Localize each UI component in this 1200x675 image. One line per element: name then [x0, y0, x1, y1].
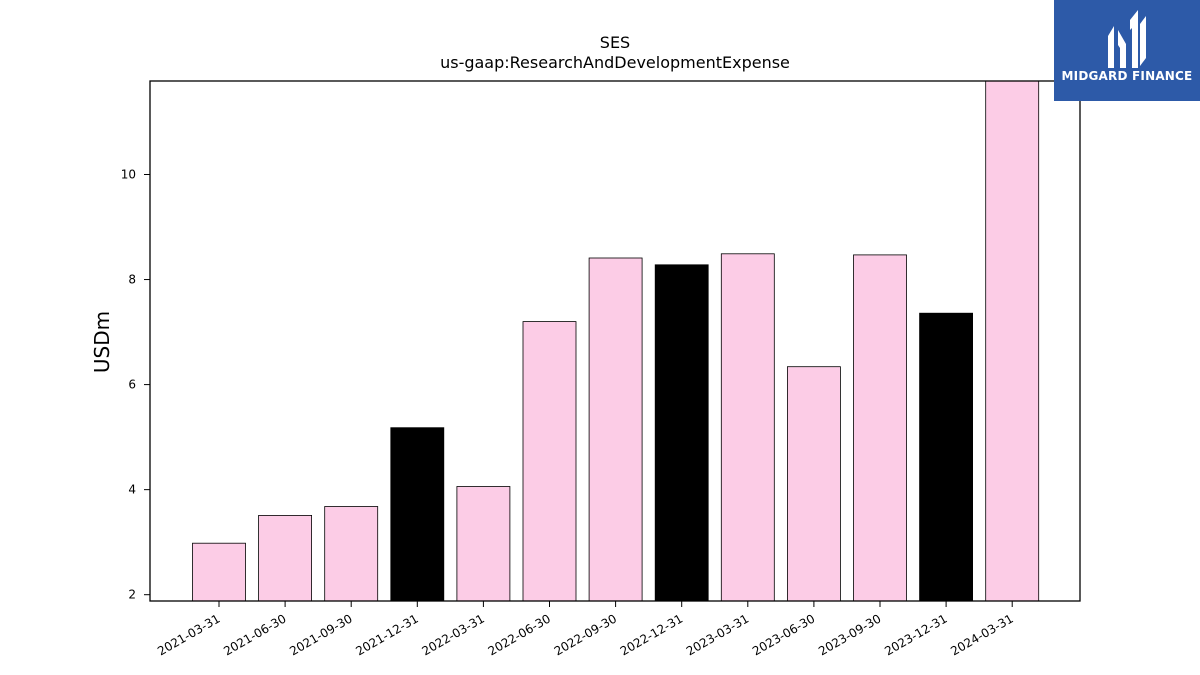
bar-2022-09-30	[588, 257, 643, 602]
x-tick-label: 2021-12-31	[353, 611, 420, 658]
x-tick-label: 2023-06-30	[750, 611, 817, 658]
x-tick-label: 2022-09-30	[552, 611, 619, 658]
bar-2022-12-31	[654, 264, 709, 602]
bar-2024-03-31	[985, 80, 1040, 602]
x-tick-label: 2021-06-30	[221, 611, 288, 658]
midgard-logo-icon	[1108, 10, 1146, 68]
x-tick-label: 2022-03-31	[419, 611, 486, 658]
bar-2022-06-30	[522, 321, 577, 602]
brand-name: MIDGARD FINANCE	[1061, 69, 1193, 83]
bar-2023-12-31	[919, 312, 973, 602]
bar-2021-09-30	[324, 506, 379, 602]
y-ticks-group: 2 4 6 8 10	[121, 167, 150, 602]
chart-title: SES	[600, 33, 630, 52]
x-tick-label: 2024-03-31	[948, 611, 1015, 658]
plot-frame	[149, 80, 1081, 602]
y-tick-label: 4	[128, 483, 136, 497]
y-tick-label: 8	[128, 273, 136, 287]
x-tick-label: 2022-12-31	[618, 611, 685, 658]
bar-2022-03-31	[456, 486, 511, 602]
y-tick-label: 10	[121, 167, 136, 181]
x-tick-label: 2022-06-30	[486, 611, 553, 658]
bar-2021-03-31	[192, 542, 246, 602]
bar-2023-03-31	[720, 253, 775, 602]
x-tick-label: 2023-03-31	[684, 611, 751, 658]
x-tick-label: 2023-12-31	[882, 611, 949, 658]
bar-2021-12-31	[390, 427, 445, 602]
y-axis-label: USDm	[90, 311, 114, 373]
bar-2023-06-30	[787, 366, 841, 602]
brand-logo: MIDGARD FINANCE	[1054, 0, 1200, 101]
bar-2023-09-30	[853, 254, 907, 602]
x-ticks-group: 2021-03-312021-06-302021-09-302021-12-31…	[155, 601, 1016, 658]
x-tick-label: 2021-09-30	[287, 611, 354, 658]
x-tick-label: 2023-09-30	[816, 611, 883, 658]
chart-subtitle: us-gaap:ResearchAndDevelopmentExpense	[440, 53, 790, 72]
bars-group	[192, 80, 1040, 602]
bar-2021-06-30	[258, 515, 313, 602]
x-tick-label: 2021-03-31	[155, 611, 222, 658]
y-tick-label: 6	[128, 378, 136, 392]
y-tick-label: 2	[128, 588, 136, 602]
